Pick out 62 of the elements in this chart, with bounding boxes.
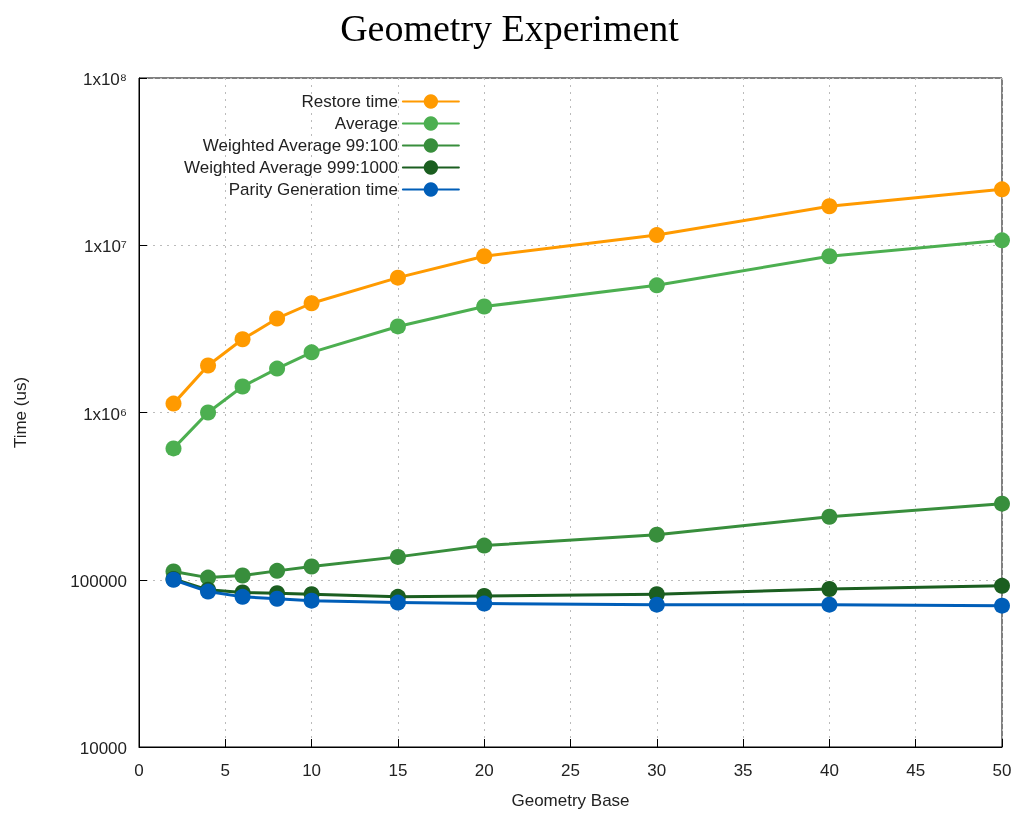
point	[269, 562, 286, 579]
x-tick-label: 40	[819, 761, 839, 780]
point	[994, 232, 1010, 249]
point	[648, 277, 665, 294]
point	[234, 331, 251, 348]
legend-label: Parity Generation time	[228, 180, 398, 199]
point	[476, 595, 493, 612]
point	[821, 581, 838, 598]
point	[200, 404, 217, 421]
point	[303, 344, 320, 361]
x-tick-label: 45	[906, 761, 926, 780]
y-tick-label: 1x10⁶	[83, 404, 127, 424]
x-tick-label: 0	[134, 761, 144, 780]
point	[200, 357, 217, 374]
point	[165, 440, 182, 457]
chart-title: Geometry Experiment	[340, 7, 680, 49]
x-tick-label: 5	[220, 761, 231, 780]
point	[476, 537, 493, 554]
point	[648, 596, 665, 613]
point	[821, 508, 838, 525]
x-axis-title: Geometry Base	[511, 791, 630, 810]
point	[994, 181, 1010, 198]
point	[165, 395, 182, 412]
y-axis-title: Time (us)	[11, 376, 30, 449]
point	[234, 567, 251, 584]
legend-label: Restore time	[301, 92, 398, 111]
point	[821, 596, 838, 613]
legend-label: Weighted Average 999:1000	[183, 158, 398, 177]
legend-label: Average	[334, 114, 398, 133]
point	[303, 558, 320, 575]
y-tick-label: 1x10⁷	[83, 237, 127, 257]
point	[648, 227, 665, 244]
x-tick-label: 30	[647, 761, 667, 780]
point	[994, 577, 1010, 594]
y-tick-label: 10000	[79, 739, 127, 758]
y-tick-label: 1x10⁸	[82, 70, 127, 89]
point	[821, 248, 838, 265]
x-tick-label: 20	[474, 761, 494, 780]
x-tick-label: 10	[302, 761, 322, 780]
point	[234, 378, 251, 395]
legend-label: Weighted Average 99:100	[202, 136, 398, 155]
point	[234, 588, 251, 605]
y-tick-label: 100000	[70, 571, 127, 591]
x-tick-label: 35	[733, 761, 753, 780]
point	[389, 269, 406, 286]
point	[389, 548, 406, 565]
point	[389, 318, 406, 335]
point	[994, 495, 1010, 512]
point	[994, 597, 1010, 614]
point	[476, 248, 493, 265]
point	[303, 592, 320, 609]
point	[269, 590, 286, 607]
point	[821, 198, 838, 215]
point	[389, 594, 406, 611]
point	[269, 360, 286, 377]
x-tick-label: 15	[388, 761, 408, 780]
point	[303, 295, 320, 312]
x-tick-label: 50	[992, 761, 1012, 780]
point	[269, 310, 286, 327]
point	[648, 526, 665, 543]
point	[476, 298, 493, 315]
x-tick-label: 25	[561, 761, 580, 780]
